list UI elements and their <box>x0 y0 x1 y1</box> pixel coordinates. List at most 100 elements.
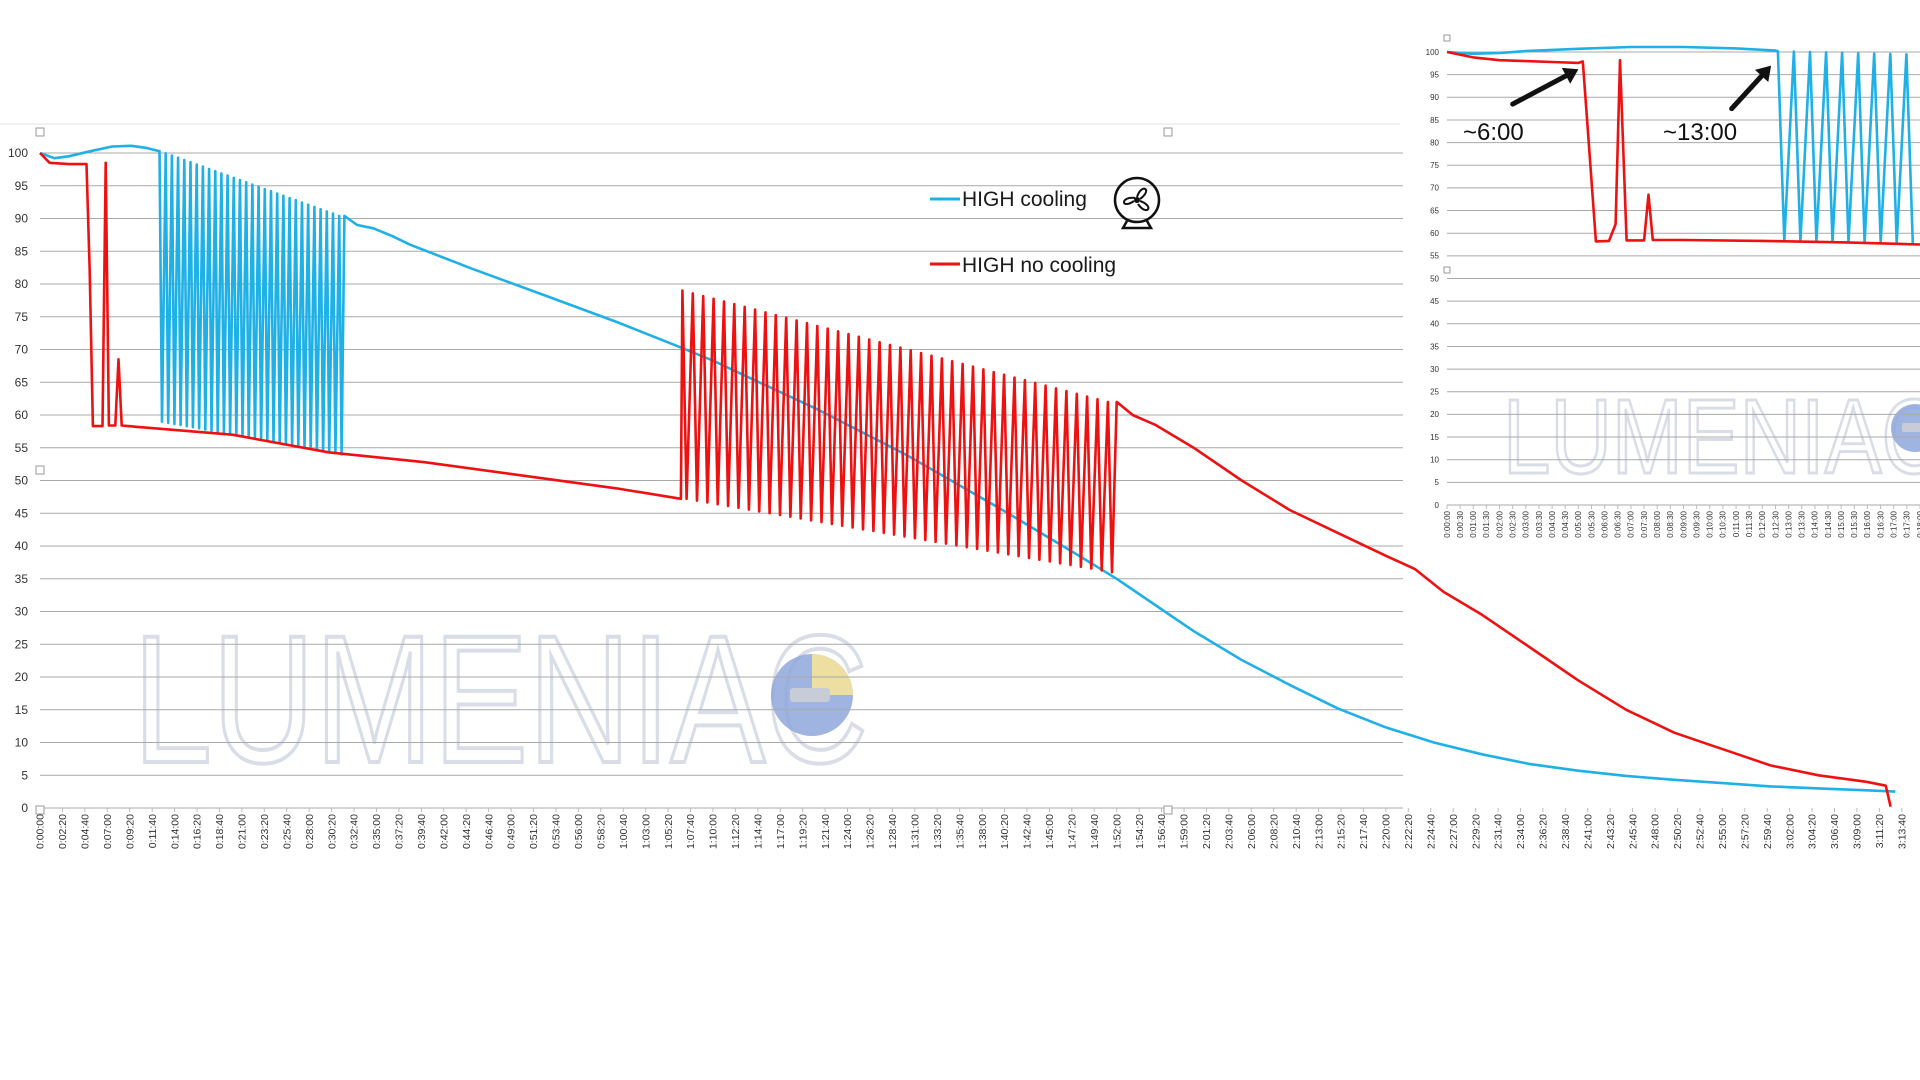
x-tick-label: 0:25:40 <box>281 814 293 849</box>
y-tick-label: 10 <box>1430 456 1439 465</box>
legend: HIGH cooling HIGH no cooling <box>930 176 1161 277</box>
x-tick-label: 0:56:00 <box>573 814 585 849</box>
x-tick-label: 0:06:00 <box>1600 510 1609 537</box>
y-tick-label: 95 <box>1430 70 1439 79</box>
main-y-axis: 0 5 10 15 20 25 30 35 40 45 50 55 60 65 70 75 80 85 90 95 10… <box>8 146 28 815</box>
selection-handle[interactable] <box>1163 805 1173 815</box>
x-tick-label: 1:54:20 <box>1134 814 1146 849</box>
y-tick-label: 80 <box>15 277 29 291</box>
x-tick-label: 2:08:20 <box>1268 814 1280 849</box>
y-tick-label: 10 <box>15 736 29 750</box>
x-tick-label: 0:00:00 <box>1443 510 1452 537</box>
selection-handle[interactable] <box>1443 34 1451 42</box>
x-tick-label: 1:42:40 <box>1022 814 1034 849</box>
x-tick-label: 3:04:20 <box>1807 814 1819 849</box>
selection-handle[interactable] <box>35 805 45 815</box>
x-tick-label: 2:15:20 <box>1336 814 1348 849</box>
x-tick-label: 0:18:00 <box>1916 510 1920 537</box>
x-tick-label: 0:00:00 <box>35 814 47 849</box>
x-tick-label: 0:07:30 <box>1640 510 1649 537</box>
x-tick-label: 2:01:20 <box>1201 814 1213 849</box>
x-tick-label: 0:11:30 <box>1745 510 1754 537</box>
x-tick-label: 0:39:40 <box>416 814 428 849</box>
x-tick-label: 2:31:40 <box>1493 814 1505 849</box>
annotation-arrow-icon <box>1729 65 1772 112</box>
annotation-label: ~6:00 <box>1463 119 1524 146</box>
y-tick-label: 70 <box>15 343 29 357</box>
x-tick-label: 0:14:00 <box>1811 510 1820 537</box>
x-tick-label: 1:52:00 <box>1111 814 1123 849</box>
x-tick-label: 0:08:00 <box>1653 510 1662 537</box>
y-tick-label: 100 <box>1426 48 1440 57</box>
x-tick-label: 2:13:00 <box>1313 814 1325 849</box>
x-tick-label: 2:20:00 <box>1381 814 1393 849</box>
x-tick-label: 0:06:30 <box>1614 510 1623 537</box>
y-tick-label: 85 <box>1430 116 1439 125</box>
y-tick-label: 65 <box>15 375 29 389</box>
y-tick-label: 30 <box>15 605 29 619</box>
x-tick-label: 0:13:30 <box>1798 510 1807 537</box>
x-tick-label: 0:03:30 <box>1535 510 1544 537</box>
x-tick-label: 0:53:40 <box>551 814 563 849</box>
y-tick-label: 95 <box>15 179 29 193</box>
x-tick-label: 3:11:20 <box>1874 814 1886 848</box>
selection-handle[interactable] <box>1163 127 1173 137</box>
x-tick-label: 0:37:20 <box>394 814 406 849</box>
x-tick-label: 1:17:00 <box>775 814 787 849</box>
x-tick-label: 0:01:00 <box>1469 510 1478 537</box>
main-x-axis: 0:00:00 0:02:20 0:04:40 0:07:00 0:09:20 0:11:… <box>35 808 1908 849</box>
x-tick-label: 3:09:00 <box>1852 814 1864 849</box>
x-tick-label: 2:50:20 <box>1672 814 1684 849</box>
x-tick-label: 1:05:20 <box>663 814 675 849</box>
x-tick-label: 0:17:30 <box>1903 510 1912 537</box>
x-tick-label: 1:33:20 <box>932 814 944 849</box>
series-line-high-no-cooling <box>39 152 1892 807</box>
y-tick-label: 50 <box>15 474 29 488</box>
x-tick-label: 0:00:30 <box>1456 510 1465 537</box>
x-tick-label: 0:18:40 <box>214 814 226 849</box>
x-tick-label: 0:21:00 <box>237 814 249 849</box>
y-tick-label: 25 <box>1430 388 1439 397</box>
x-tick-label: 0:04:40 <box>80 814 92 849</box>
x-tick-label: 3:06:40 <box>1829 814 1841 849</box>
y-tick-label: 5 <box>21 768 28 782</box>
x-tick-label: 2:57:20 <box>1739 814 1751 849</box>
x-tick-label: 0:08:30 <box>1666 510 1675 537</box>
x-tick-label: 0:10:30 <box>1719 510 1728 537</box>
x-tick-label: 0:49:00 <box>506 814 518 849</box>
y-tick-label: 0 <box>21 801 28 815</box>
y-tick-label: 55 <box>1430 252 1439 261</box>
x-tick-label: 1:45:00 <box>1044 814 1056 849</box>
x-tick-label: 0:16:20 <box>192 814 204 849</box>
watermark-text: LUMENIAC <box>133 597 868 801</box>
selection-handle[interactable] <box>35 465 45 475</box>
x-tick-label: 2:59:40 <box>1762 814 1774 849</box>
x-tick-label: 0:42:00 <box>438 814 450 849</box>
x-tick-label: 2:03:40 <box>1224 814 1236 849</box>
x-tick-label: 2:36:20 <box>1538 814 1550 849</box>
y-tick-label: 60 <box>15 408 29 422</box>
x-tick-label: 1:10:00 <box>708 814 720 849</box>
x-tick-label: 0:13:00 <box>1784 510 1793 537</box>
selection-handle[interactable] <box>1443 266 1451 274</box>
series-line-high-cooling <box>39 144 1896 793</box>
x-tick-label: 1:21:40 <box>820 814 832 849</box>
x-tick-label: 0:14:30 <box>1824 510 1833 537</box>
x-tick-label: 1:12:20 <box>730 814 742 849</box>
y-tick-label: 30 <box>1430 365 1439 374</box>
x-tick-label: 0:09:30 <box>1692 510 1701 537</box>
x-tick-label: 0:05:30 <box>1587 510 1596 537</box>
annotation-arrow-icon <box>1510 67 1579 107</box>
annotation-label: ~13:00 <box>1663 119 1737 146</box>
x-tick-label: 2:52:40 <box>1695 814 1707 849</box>
x-tick-label: 0:15:30 <box>1850 510 1859 537</box>
x-tick-label: 0:02:00 <box>1495 510 1504 537</box>
legend-entry-no-cooling: HIGH no cooling <box>930 254 1116 277</box>
x-tick-label: 0:17:00 <box>1890 510 1899 537</box>
legend-label-cooling: HIGH cooling <box>962 188 1087 211</box>
x-tick-label: 0:28:00 <box>304 814 316 849</box>
x-tick-label: 1:56:40 <box>1156 814 1168 849</box>
x-tick-label: 1:49:40 <box>1089 814 1101 849</box>
selection-handle[interactable] <box>35 127 45 137</box>
x-tick-label: 0:04:00 <box>1548 510 1557 537</box>
